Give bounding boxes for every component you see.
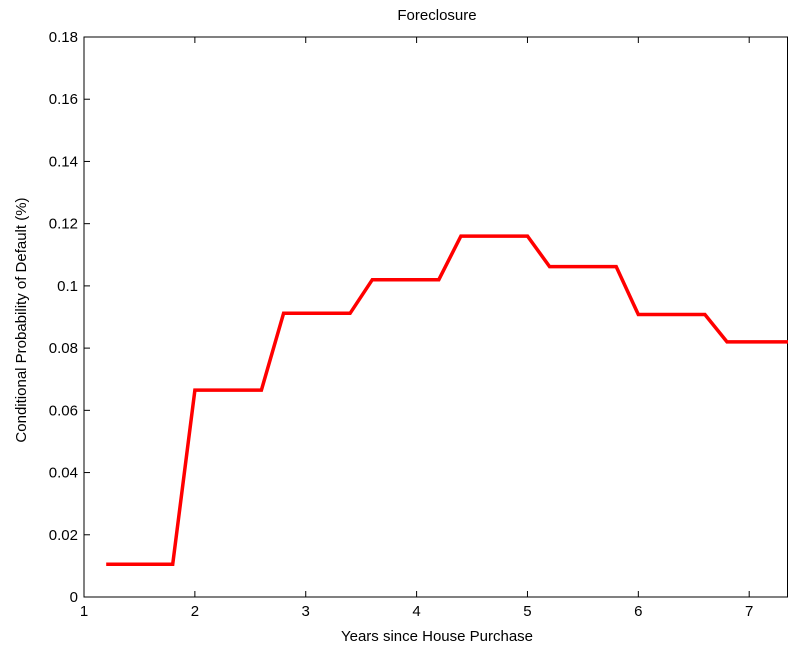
y-tick-label: 0.06 (49, 402, 78, 419)
x-tick-label: 6 (634, 603, 642, 620)
x-tick-label: 4 (412, 603, 420, 620)
y-tick-label: 0 (70, 589, 78, 606)
series-line (106, 234, 788, 567)
x-tick-label: 2 (191, 603, 199, 620)
x-axis-label: Years since House Purchase (341, 628, 533, 645)
y-tick-label: 0.08 (49, 340, 78, 357)
x-tick-label: 3 (302, 603, 310, 620)
y-tick-label: 0.02 (49, 527, 78, 544)
y-tick-label: 0.12 (49, 216, 78, 233)
y-tick-label: 0.14 (49, 153, 78, 170)
plot-area (83, 36, 788, 598)
y-tick-label: 0.04 (49, 465, 78, 482)
chart-title: Foreclosure (397, 7, 476, 24)
y-tick-label: 0.18 (49, 29, 78, 46)
series-layer (106, 234, 788, 567)
y-axis: 0 0.02 0.04 0.06 0.08 0.1 0.12 0.14 0.16 0.18 (49, 29, 90, 606)
y-tick-label: 0.16 (49, 91, 78, 108)
y-axis-label: Conditional Probability of Default (%) (13, 197, 30, 442)
x-tick-label: 7 (745, 603, 753, 620)
x-tick-label: 5 (523, 603, 531, 620)
x-axis: 1 2 3 4 5 6 7 (80, 37, 753, 620)
y-tick-label: 0.1 (57, 278, 78, 295)
x-tick-label: 1 (80, 603, 88, 620)
